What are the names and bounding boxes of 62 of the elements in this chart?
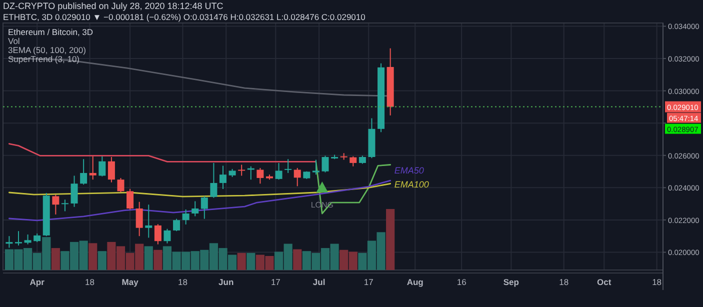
candlestick (80, 158, 88, 186)
candlestick (145, 204, 152, 238)
bar (154, 250, 162, 270)
candlestick (200, 196, 208, 220)
x-tick-label: 17 (270, 277, 281, 287)
annotation: SuperTrend (3, 10) (8, 54, 80, 64)
candlestick (275, 162, 282, 180)
candlestick (136, 201, 143, 237)
candlestick (322, 155, 329, 173)
x-tick-label: 16 (456, 277, 467, 287)
candlestick (14, 230, 22, 246)
bar (51, 248, 60, 270)
candlestick (126, 188, 134, 210)
chart-subtitle: ETHBTC, 3D 0.029010 ▼ −0.000181 (−0.62%) O:0.031476 H:0.032631 L:0.028476 C:0.029010 (3, 12, 366, 22)
bar (144, 246, 153, 270)
chart-title: Vol (8, 36, 20, 46)
x-tick-label: 18 (652, 277, 662, 287)
annotation: 3EMA (50, 100, 200) (8, 45, 86, 55)
x-tick-label: Sep (503, 277, 519, 287)
candlestick (24, 234, 32, 245)
candlestick (294, 167, 301, 187)
x-tick-label: Oct (597, 277, 612, 287)
candlestick (6, 236, 13, 248)
x-tick-label: 18 (559, 277, 569, 287)
candlestick (117, 177, 124, 193)
candlestick (154, 224, 162, 245)
series-label: EMA100 (394, 180, 429, 190)
bar (88, 243, 98, 270)
candlestick (312, 159, 320, 176)
candlestick (89, 156, 96, 180)
candlestick (108, 156, 115, 183)
candlestick (220, 165, 226, 190)
bar (98, 251, 106, 270)
text: DZ-CRYPTO published on July 28, 2020 18:12:48 UTC (3, 1, 224, 11)
candlestick (70, 175, 78, 208)
candlestick (164, 228, 171, 244)
x-tick-label: May (122, 277, 139, 287)
candlestick (238, 164, 246, 176)
series-label: EMA50 (394, 166, 424, 176)
candlestick (192, 200, 199, 217)
x-tick-label: 17 (364, 277, 374, 287)
x-tick-label: Apr (30, 277, 46, 287)
candlestick (350, 156, 357, 167)
candlestick (210, 162, 218, 198)
candlestick (98, 156, 106, 177)
x-tick-label: Jul (312, 277, 326, 287)
bar (237, 252, 246, 270)
x-tick-label: Jun (218, 277, 234, 287)
bar (386, 209, 395, 270)
x-tick-label: Aug (406, 277, 424, 287)
bar (246, 252, 256, 270)
candlestick (256, 167, 264, 184)
candlestick (61, 199, 68, 212)
line-series (8, 143, 317, 162)
candlestick (173, 218, 180, 232)
candlestick (284, 158, 292, 174)
candlestick (182, 208, 190, 225)
candlestick (52, 194, 60, 215)
x-tick-label: 18 (178, 277, 188, 287)
x-tick-label: 18 (85, 277, 95, 287)
text: Ethereum / Bitcoin, 3D (8, 27, 94, 37)
bar (293, 249, 302, 270)
